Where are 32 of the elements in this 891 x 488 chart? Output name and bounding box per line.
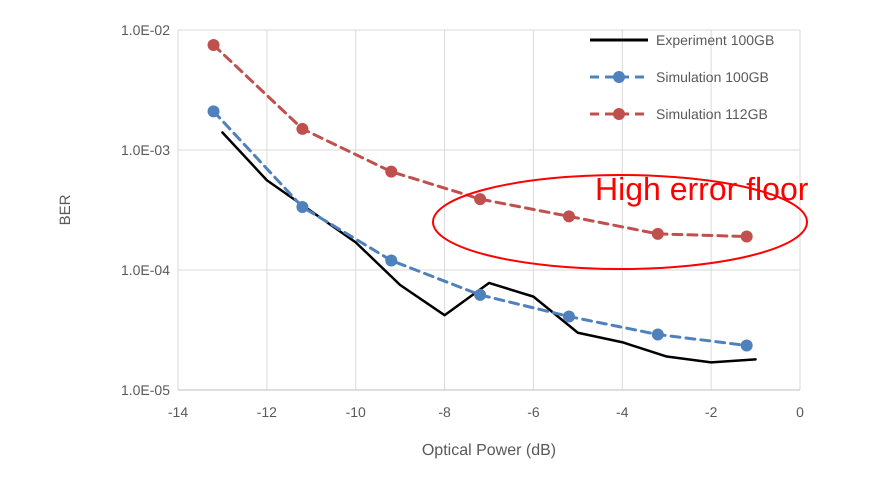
- x-tick-label: -10: [346, 404, 366, 420]
- point: [208, 38, 220, 51]
- y-tick-label: 1.0E-04: [120, 262, 170, 278]
- point: [740, 230, 753, 243]
- point: [652, 328, 664, 341]
- point: [740, 339, 753, 352]
- x-tick-label: -12: [256, 404, 278, 420]
- x-axis-title: Optical Power (dB): [422, 442, 556, 459]
- x-tick-label: -8: [438, 404, 452, 420]
- point: [474, 193, 486, 206]
- point: [385, 166, 398, 178]
- point: [208, 105, 220, 118]
- point: [562, 210, 575, 222]
- y-axis-title: BER: [57, 194, 74, 226]
- x-tick-label: -2: [704, 404, 718, 420]
- legend-label: Experiment 100GB: [656, 32, 774, 48]
- x-tick-label: -14: [168, 404, 188, 420]
- point: [385, 254, 398, 266]
- x-tick-label: -6: [527, 404, 540, 420]
- x-tick-label: 0: [796, 404, 804, 420]
- point: [562, 310, 575, 322]
- legend-label: Simulation 100GB: [656, 68, 769, 85]
- point: [296, 200, 308, 213]
- point: [652, 228, 664, 240]
- y-tick-label: 1.0E-02: [120, 22, 170, 38]
- annotation: High error floor: [595, 171, 809, 207]
- legend-label: Simulation 112GB: [656, 106, 768, 122]
- point: [474, 288, 486, 301]
- point: [296, 122, 308, 135]
- y-tick-label: 1.0E-05: [120, 382, 170, 398]
- y-tick-label: 1.0E-03: [120, 142, 170, 158]
- x-tick-label: -4: [616, 404, 629, 420]
